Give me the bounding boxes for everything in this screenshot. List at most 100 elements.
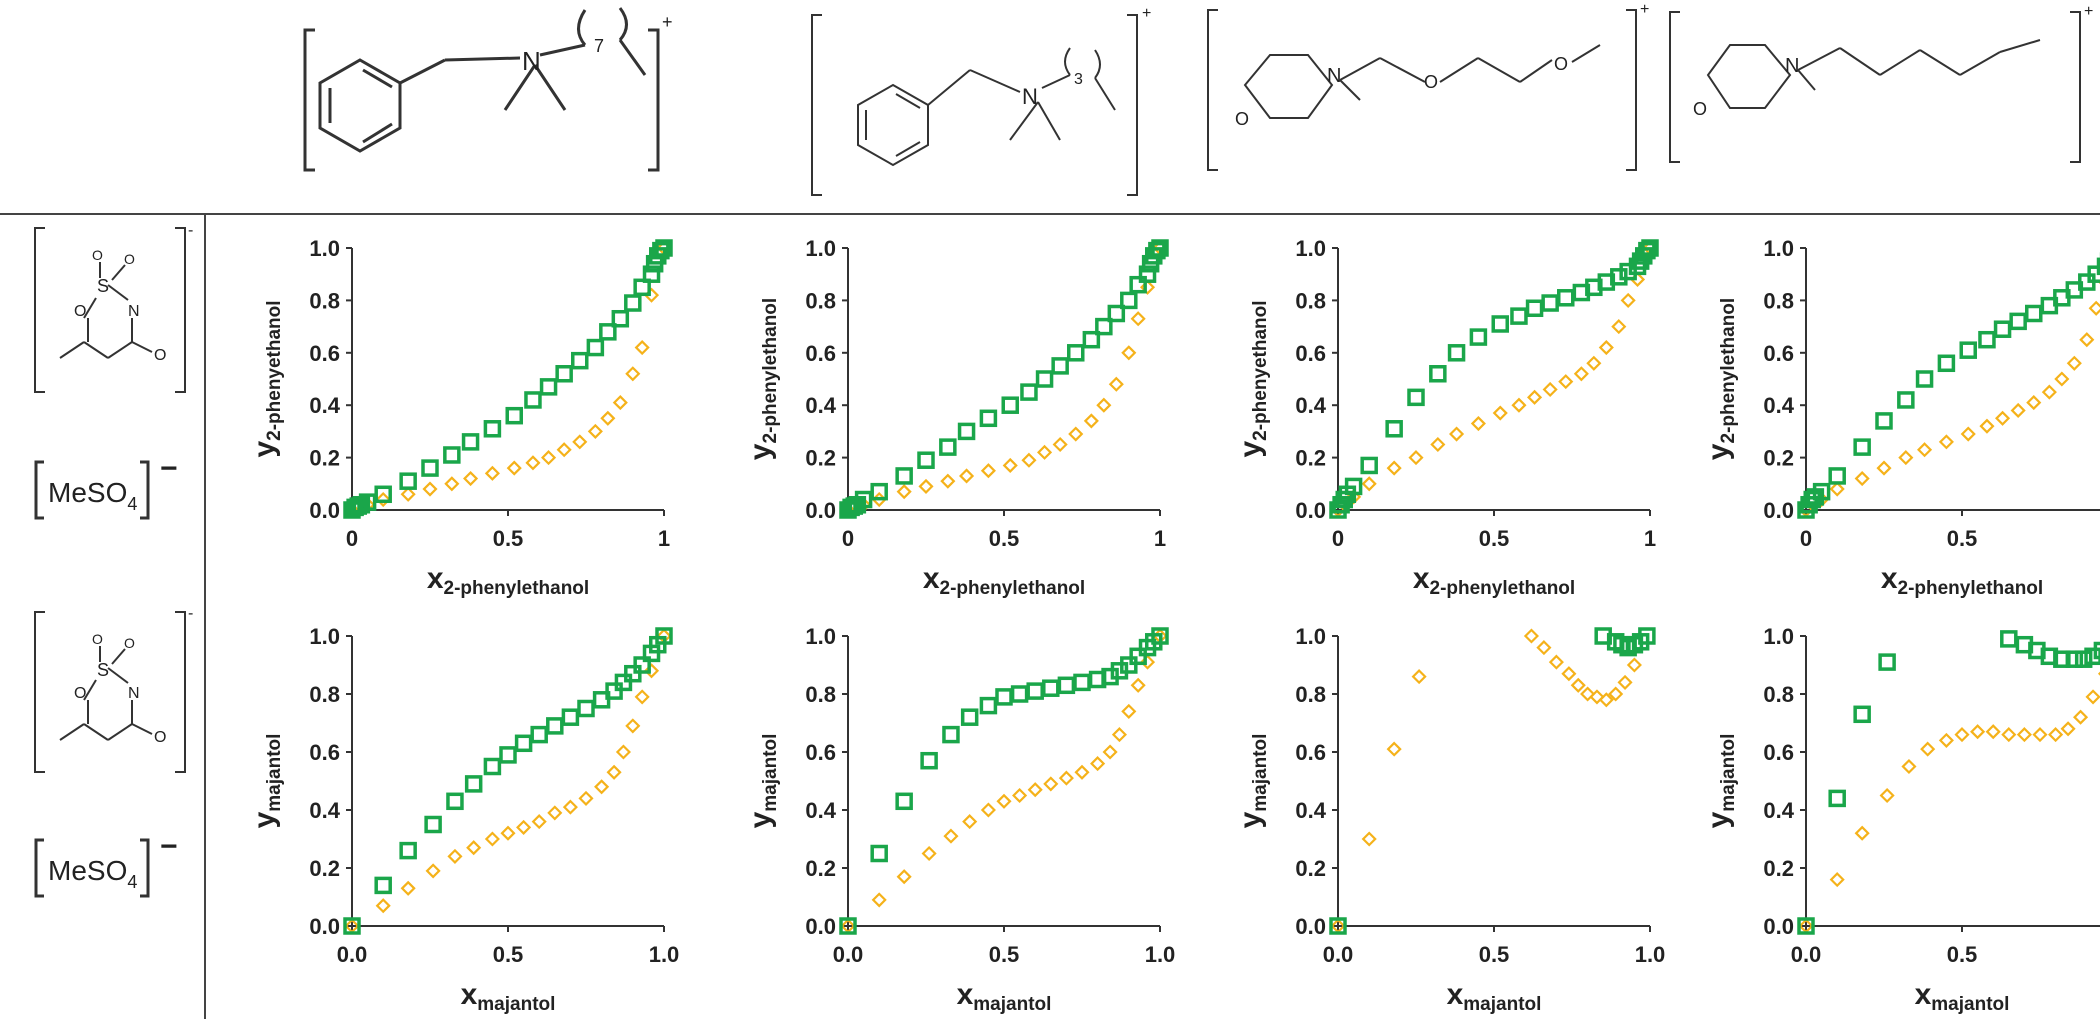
- data-point-diamond: [1121, 345, 1137, 361]
- data-point-square: [1129, 275, 1147, 294]
- anion-row-2-mesulfate-formula: MeSO4: [48, 855, 137, 892]
- data-point-square: [642, 265, 661, 283]
- data-point-diamond: [541, 450, 557, 466]
- x-tick-label: 1.0: [1145, 942, 1176, 967]
- data-point-square: [2093, 641, 2100, 660]
- data-point-square: [424, 815, 442, 834]
- x-tick-label: 0.5: [493, 526, 524, 551]
- y-axis-label: y2-phenyethanol: [1234, 300, 1271, 457]
- data-point-diamond: [1012, 787, 1028, 804]
- data-point-diamond: [1598, 340, 1614, 356]
- y-axis-label: ymajantol: [744, 734, 781, 829]
- data-point-square: [421, 459, 439, 477]
- data-point-diamond: [1620, 292, 1636, 308]
- data-point-diamond: [1617, 674, 1633, 690]
- data-point-square: [1638, 627, 1656, 645]
- cation-2-structure: [811, 14, 1138, 196]
- data-point-square: [514, 734, 533, 753]
- data-point-diamond: [2026, 395, 2042, 411]
- data-point-diamond: [612, 395, 628, 411]
- data-point-square: [1042, 679, 1060, 697]
- series-square-markers: [343, 627, 673, 935]
- data-point-square: [1638, 241, 1656, 260]
- data-point-diamond: [1511, 397, 1527, 413]
- data-point-square: [1959, 341, 1977, 359]
- data-point-diamond: [2066, 355, 2082, 371]
- data-point-square: [870, 482, 888, 501]
- x-tick-label: 0.5: [989, 942, 1020, 967]
- data-point-diamond: [1879, 787, 1895, 804]
- data-point-diamond: [1027, 782, 1043, 798]
- cation-4-oxygen-ring: O: [1693, 99, 1707, 119]
- y-tick-label: 0.2: [1763, 856, 1794, 881]
- series-square-markers: [839, 239, 1169, 519]
- anion-row-2-oxygen-top-right: O: [124, 635, 135, 651]
- data-point-diamond: [1898, 450, 1914, 466]
- y-tick-label: 0.6: [1763, 341, 1794, 366]
- y-tick-label: 0.8: [309, 288, 340, 313]
- x-axis-label: xmajantol: [1915, 978, 2010, 1015]
- data-point-square: [374, 876, 392, 895]
- data-point-square: [2074, 650, 2093, 668]
- series-diamond-markers: [1330, 240, 1658, 518]
- data-point-square: [1878, 653, 1896, 671]
- data-point-diamond: [2054, 371, 2070, 387]
- data-point-square: [1082, 330, 1101, 349]
- data-point-diamond: [896, 484, 912, 500]
- y-tick-label: 0.4: [805, 798, 836, 823]
- x-tick-label: 0.5: [1947, 526, 1978, 551]
- data-point-diamond: [2085, 689, 2100, 705]
- data-point-square: [483, 757, 502, 776]
- data-point-diamond: [1542, 381, 1558, 398]
- y-axis-label: y2-phenyethanol: [248, 300, 285, 457]
- data-point-diamond: [940, 473, 956, 489]
- y-axis-label: y2-phenylethanol: [1702, 298, 1739, 460]
- data-point-square: [1329, 917, 1347, 935]
- x-tick-label: 0.5: [1479, 526, 1510, 551]
- y-tick-label: 0.8: [1763, 682, 1794, 707]
- chart-panel-r1-c1: 0.0 0.2 0.4 0.6 0.8 1.0 0.0 0.5 1.0 xmajantol ymaj…: [744, 624, 1175, 1015]
- data-point-diamond: [1960, 426, 1976, 442]
- y-tick-label: 0.8: [1763, 288, 1794, 313]
- data-point-square: [979, 696, 998, 715]
- data-point-square: [920, 751, 938, 770]
- data-point-diamond: [921, 845, 937, 862]
- anion-row-1-mesulfate-brackets: [34, 460, 150, 520]
- data-point-diamond: [400, 880, 416, 896]
- cation-1-structure: [303, 7, 660, 172]
- anion-row-2-mesulfate-charge: −: [160, 830, 178, 863]
- y-tick-label: 1.0: [805, 236, 836, 261]
- data-point-diamond: [1611, 319, 1627, 335]
- data-point-square: [939, 438, 957, 456]
- data-point-square: [343, 917, 361, 935]
- data-point-diamond: [1043, 776, 1059, 792]
- data-point-diamond: [1548, 654, 1564, 670]
- data-point-diamond: [1130, 677, 1146, 693]
- data-point-diamond: [1854, 471, 1870, 487]
- data-point-diamond: [422, 481, 438, 497]
- chart-grid: 0.0 0.2 0.4 0.6 0.8 1.0 0 0.5 1 x2-phenylethanol y…: [248, 236, 2100, 1015]
- y-tick-label: 0.8: [805, 682, 836, 707]
- y-tick-label: 0.0: [1295, 914, 1326, 939]
- data-point-diamond: [996, 793, 1012, 809]
- data-point-square: [1978, 330, 1996, 349]
- data-point-square: [1344, 477, 1363, 496]
- y-tick-label: 0.4: [309, 798, 340, 823]
- data-point-square: [1619, 262, 1637, 281]
- data-point-diamond: [556, 442, 572, 458]
- data-point-diamond: [962, 814, 978, 830]
- x-axis-label: x2-phenylethanol: [1881, 562, 2043, 599]
- chart-panel-r1-c3: 0.00.20.40.60.81.00.00.51.0xmajantolymaj…: [1702, 624, 2100, 1015]
- data-point-square: [1026, 682, 1044, 700]
- data-point-square: [399, 472, 417, 490]
- anion-row-2-oxygen-ring: O: [74, 685, 86, 702]
- y-axis-label: ymajantol: [1702, 734, 1739, 829]
- data-point-square: [499, 746, 517, 764]
- cation-1-nitrogen: N: [522, 46, 541, 76]
- anion-row-1-oxygen-ring: O: [74, 303, 86, 320]
- data-point-diamond: [562, 799, 578, 815]
- x-axis-label: x2-phenylethanol: [427, 562, 589, 599]
- y-tick-label: 1.0: [1295, 624, 1326, 649]
- data-point-diamond: [1058, 770, 1074, 786]
- data-point-square: [979, 409, 998, 428]
